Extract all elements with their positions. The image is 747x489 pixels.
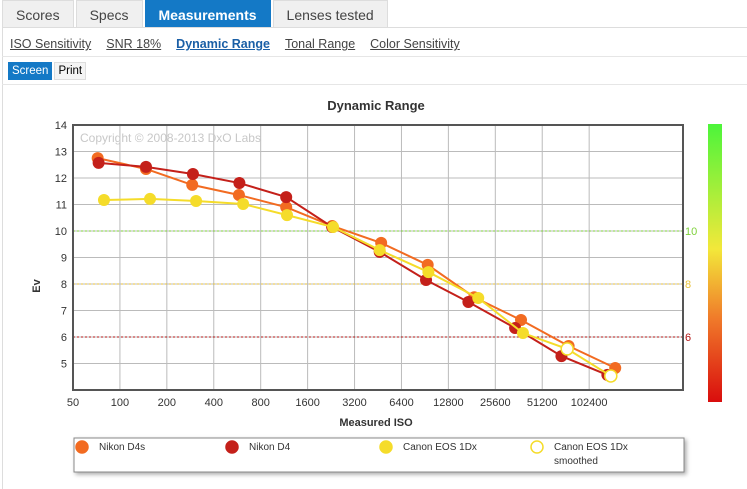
y-tick-label: 9 (61, 253, 67, 265)
legend-label: Canon EOS 1Dx (554, 442, 628, 453)
screen-button[interactable]: Screen (8, 62, 53, 80)
data-point (186, 178, 199, 191)
divider (2, 84, 747, 85)
y-tick-label: 8 (61, 279, 67, 291)
divider (2, 56, 747, 57)
x-tick-label: 400 (205, 397, 223, 409)
reference-label: 10 (685, 226, 697, 238)
data-point (281, 209, 294, 222)
x-tick-label: 800 (252, 397, 270, 409)
tab-scores[interactable]: Scores (2, 0, 74, 28)
legend-label: Nikon D4s (99, 442, 145, 453)
reference-label: 6 (685, 332, 691, 344)
y-tick-label: 6 (61, 332, 67, 344)
link-color-sensitivity[interactable]: Color Sensitivity (370, 37, 460, 51)
x-tick-label: 3200 (342, 397, 366, 409)
tab-lenses-tested[interactable]: Lenses tested (272, 0, 388, 28)
data-point (92, 156, 105, 169)
x-axis-label: Measured ISO (339, 417, 413, 429)
y-tick-label: 11 (56, 200, 67, 212)
display-mode: Screen Print (8, 62, 87, 80)
x-tick-label: 100 (111, 397, 129, 409)
x-tick-label: 51200 (527, 397, 558, 409)
legend-label: Nikon D4 (249, 442, 291, 453)
series-line (103, 197, 612, 377)
y-tick-label: 14 (55, 120, 67, 132)
x-tick-label: 12800 (433, 397, 464, 409)
data-point (280, 191, 293, 204)
data-point (472, 292, 485, 305)
link-snr-18[interactable]: SNR 18% (106, 37, 162, 51)
data-point (186, 168, 199, 181)
x-tick-label: 200 (158, 397, 176, 409)
legend (73, 437, 685, 473)
data-point (232, 188, 245, 201)
data-point (373, 244, 386, 257)
legend-marker (225, 440, 239, 454)
x-tick-label: 25600 (480, 397, 511, 409)
data-point (233, 177, 246, 190)
tab-measurements[interactable]: Measurements (144, 0, 271, 28)
y-tick-label: 7 (61, 306, 67, 318)
data-point (604, 369, 618, 383)
x-tick-label: 50 (67, 397, 79, 409)
color-scale-bar (708, 124, 722, 402)
series-line (97, 157, 616, 369)
data-point (144, 192, 157, 205)
data-point (97, 193, 110, 206)
x-tick-label: 1600 (295, 397, 319, 409)
tab-bar: Scores Specs Measurements Lenses tested (2, 0, 388, 28)
y-tick-label: 10 (55, 226, 67, 238)
link-tonal-range[interactable]: Tonal Range (284, 37, 356, 51)
legend-label-line2: smoothed (554, 456, 598, 467)
data-point (237, 197, 250, 210)
print-button[interactable]: Print (54, 62, 87, 80)
data-point (422, 266, 435, 279)
link-dynamic-range[interactable]: Dynamic Range (176, 37, 270, 51)
tab-specs[interactable]: Specs (75, 0, 143, 28)
y-axis-label: Ev (31, 278, 43, 292)
data-point (560, 342, 574, 356)
measurement-nav: ISO Sensitivity SNR 18% Dynamic Range To… (10, 37, 460, 51)
legend-label: Canon EOS 1Dx (403, 442, 477, 453)
link-iso-sensitivity[interactable]: ISO Sensitivity (10, 37, 92, 51)
y-tick-label: 13 (55, 147, 67, 159)
data-point (516, 327, 529, 340)
divider (2, 27, 747, 28)
legend-marker (530, 440, 544, 454)
series-line (98, 161, 608, 376)
x-tick-label: 6400 (389, 397, 413, 409)
legend-marker (75, 440, 89, 454)
watermark: Copyright © 2008-2013 DxO Labs (80, 131, 261, 145)
data-point (327, 221, 340, 234)
y-tick-label: 5 (61, 359, 67, 371)
legend-marker (379, 440, 393, 454)
data-point (462, 296, 475, 309)
plot-frame (72, 124, 684, 391)
x-tick-label: 102400 (571, 397, 608, 409)
chart-title: Dynamic Range (327, 98, 425, 113)
reference-label: 8 (685, 279, 691, 291)
divider (2, 28, 3, 489)
data-point (140, 160, 153, 173)
y-tick-label: 12 (55, 173, 67, 185)
data-point (190, 195, 203, 208)
